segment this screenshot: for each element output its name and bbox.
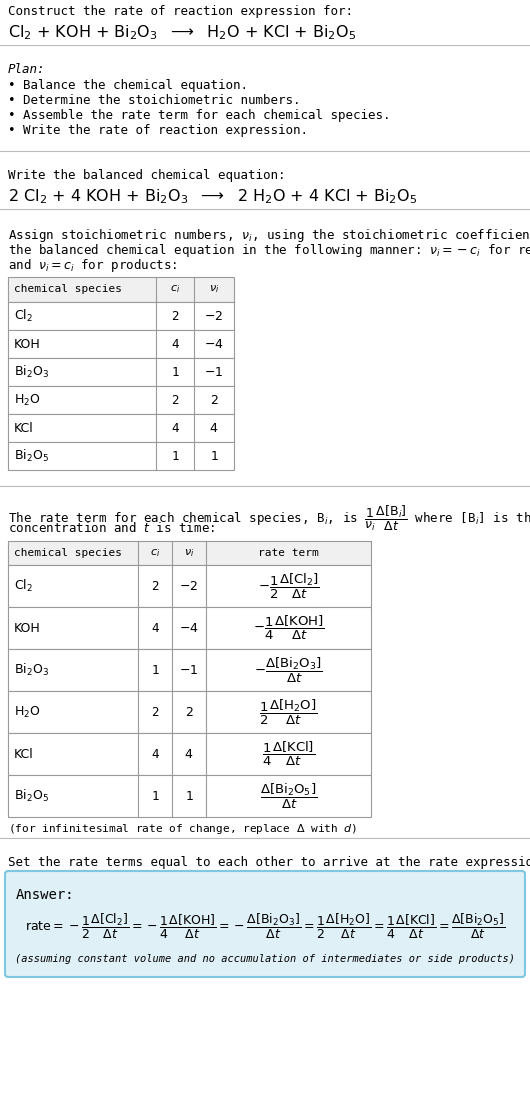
Text: KCl: KCl bbox=[14, 747, 34, 760]
Text: Construct the rate of reaction expression for:: Construct the rate of reaction expressio… bbox=[8, 6, 353, 18]
Text: (assuming constant volume and no accumulation of intermediates or side products): (assuming constant volume and no accumul… bbox=[15, 953, 515, 963]
Bar bbox=[8, 302, 234, 330]
Text: Set the rate terms equal to each other to arrive at the rate expression:: Set the rate terms equal to each other t… bbox=[8, 856, 530, 869]
Bar bbox=[8, 414, 234, 442]
Text: $1$: $1$ bbox=[184, 789, 193, 803]
Text: • Write the rate of reaction expression.: • Write the rate of reaction expression. bbox=[8, 124, 308, 137]
Text: 2: 2 bbox=[151, 579, 159, 593]
Text: Bi$_2$O$_5$: Bi$_2$O$_5$ bbox=[14, 448, 49, 464]
Text: rate term: rate term bbox=[258, 548, 319, 558]
Text: H$_2$O: H$_2$O bbox=[14, 705, 41, 719]
Bar bbox=[8, 386, 234, 414]
Text: 1: 1 bbox=[171, 450, 179, 463]
Text: $\dfrac{\Delta[\mathrm{Bi_2O_5}]}{\Delta t}$: $\dfrac{\Delta[\mathrm{Bi_2O_5}]}{\Delta… bbox=[260, 781, 317, 810]
Text: $c_i$: $c_i$ bbox=[150, 547, 160, 559]
Bar bbox=[8, 775, 371, 817]
Text: $\nu_i$: $\nu_i$ bbox=[209, 283, 219, 295]
Bar bbox=[8, 359, 234, 386]
Text: $2$: $2$ bbox=[184, 706, 193, 718]
Text: Cl$_2$ + KOH + Bi$_2$O$_3$  $\longrightarrow$  H$_2$O + KCl + Bi$_2$O$_5$: Cl$_2$ + KOH + Bi$_2$O$_3$ $\longrightar… bbox=[8, 23, 356, 42]
Text: • Assemble the rate term for each chemical species.: • Assemble the rate term for each chemic… bbox=[8, 109, 391, 122]
Text: chemical species: chemical species bbox=[14, 284, 122, 294]
Text: • Balance the chemical equation.: • Balance the chemical equation. bbox=[8, 79, 248, 92]
Bar bbox=[8, 733, 371, 775]
Text: $-2$: $-2$ bbox=[205, 310, 224, 323]
Text: $4$: $4$ bbox=[209, 422, 218, 434]
Text: 2: 2 bbox=[171, 310, 179, 323]
Text: $-\dfrac{\Delta[\mathrm{Bi_2O_3}]}{\Delta t}$: $-\dfrac{\Delta[\mathrm{Bi_2O_3}]}{\Delt… bbox=[254, 655, 323, 685]
Text: KCl: KCl bbox=[14, 422, 34, 434]
Text: the balanced chemical equation in the following manner: $\nu_i = -c_i$ for react: the balanced chemical equation in the fo… bbox=[8, 242, 530, 259]
Bar bbox=[8, 649, 371, 692]
Text: $-2$: $-2$ bbox=[180, 579, 199, 593]
Text: 4: 4 bbox=[151, 747, 159, 760]
Text: Bi$_2$O$_3$: Bi$_2$O$_3$ bbox=[14, 364, 49, 380]
Text: and $\nu_i = c_i$ for products:: and $\nu_i = c_i$ for products: bbox=[8, 258, 177, 274]
Text: 2: 2 bbox=[171, 394, 179, 406]
Text: $-1$: $-1$ bbox=[205, 365, 224, 379]
Text: 1: 1 bbox=[151, 789, 159, 803]
Text: $4$: $4$ bbox=[184, 747, 193, 760]
Text: concentration and $t$ is time:: concentration and $t$ is time: bbox=[8, 521, 215, 535]
Bar bbox=[8, 442, 234, 470]
Text: $-4$: $-4$ bbox=[204, 337, 224, 351]
Text: 4: 4 bbox=[151, 622, 159, 635]
Text: The rate term for each chemical species, B$_i$, is $\dfrac{1}{\nu_i}\dfrac{\Delt: The rate term for each chemical species,… bbox=[8, 504, 530, 533]
Text: $-4$: $-4$ bbox=[179, 622, 199, 635]
Bar bbox=[8, 565, 371, 607]
Text: KOH: KOH bbox=[14, 337, 41, 351]
Text: Cl$_2$: Cl$_2$ bbox=[14, 578, 33, 594]
Bar bbox=[8, 330, 234, 359]
Bar bbox=[8, 541, 371, 565]
Text: $\dfrac{1}{4}\dfrac{\Delta[\mathrm{KCl}]}{\Delta t}$: $\dfrac{1}{4}\dfrac{\Delta[\mathrm{KCl}]… bbox=[262, 740, 315, 768]
FancyBboxPatch shape bbox=[5, 871, 525, 977]
Text: KOH: KOH bbox=[14, 622, 41, 635]
Bar bbox=[8, 278, 234, 302]
Text: • Determine the stoichiometric numbers.: • Determine the stoichiometric numbers. bbox=[8, 94, 301, 107]
Text: $2$: $2$ bbox=[210, 394, 218, 406]
Text: Plan:: Plan: bbox=[8, 63, 46, 75]
Bar bbox=[8, 692, 371, 733]
Text: H$_2$O: H$_2$O bbox=[14, 393, 41, 407]
Text: $\nu_i$: $\nu_i$ bbox=[184, 547, 194, 559]
Text: Bi$_2$O$_5$: Bi$_2$O$_5$ bbox=[14, 788, 49, 804]
Bar bbox=[8, 607, 371, 649]
Text: Cl$_2$: Cl$_2$ bbox=[14, 307, 33, 324]
Text: 1: 1 bbox=[171, 365, 179, 379]
Text: $\mathrm{rate} = -\dfrac{1}{2}\dfrac{\Delta[\mathrm{Cl_2}]}{\Delta t} = -\dfrac{: $\mathrm{rate} = -\dfrac{1}{2}\dfrac{\De… bbox=[25, 911, 505, 940]
Text: chemical species: chemical species bbox=[14, 548, 122, 558]
Text: Write the balanced chemical equation:: Write the balanced chemical equation: bbox=[8, 169, 286, 182]
Text: Answer:: Answer: bbox=[16, 888, 75, 902]
Text: 2: 2 bbox=[151, 706, 159, 718]
Text: $-1$: $-1$ bbox=[179, 664, 199, 676]
Text: $\dfrac{1}{2}\dfrac{\Delta[\mathrm{H_2O}]}{\Delta t}$: $\dfrac{1}{2}\dfrac{\Delta[\mathrm{H_2O}… bbox=[259, 697, 317, 727]
Text: $1$: $1$ bbox=[210, 450, 218, 463]
Text: $-\dfrac{1}{4}\dfrac{\Delta[\mathrm{KOH}]}{\Delta t}$: $-\dfrac{1}{4}\dfrac{\Delta[\mathrm{KOH}… bbox=[253, 614, 324, 642]
Text: 1: 1 bbox=[151, 664, 159, 676]
Text: 4: 4 bbox=[171, 422, 179, 434]
Text: (for infinitesimal rate of change, replace $\Delta$ with $d$): (for infinitesimal rate of change, repla… bbox=[8, 823, 357, 836]
Text: 4: 4 bbox=[171, 337, 179, 351]
Text: Assign stoichiometric numbers, $\nu_i$, using the stoichiometric coefficients, $: Assign stoichiometric numbers, $\nu_i$, … bbox=[8, 228, 530, 244]
Text: Bi$_2$O$_3$: Bi$_2$O$_3$ bbox=[14, 662, 49, 678]
Text: 2 Cl$_2$ + 4 KOH + Bi$_2$O$_3$  $\longrightarrow$  2 H$_2$O + 4 KCl + Bi$_2$O$_5: 2 Cl$_2$ + 4 KOH + Bi$_2$O$_3$ $\longrig… bbox=[8, 186, 417, 205]
Text: $-\dfrac{1}{2}\dfrac{\Delta[\mathrm{Cl_2}]}{\Delta t}$: $-\dfrac{1}{2}\dfrac{\Delta[\mathrm{Cl_2… bbox=[258, 572, 320, 601]
Text: $c_i$: $c_i$ bbox=[170, 283, 180, 295]
